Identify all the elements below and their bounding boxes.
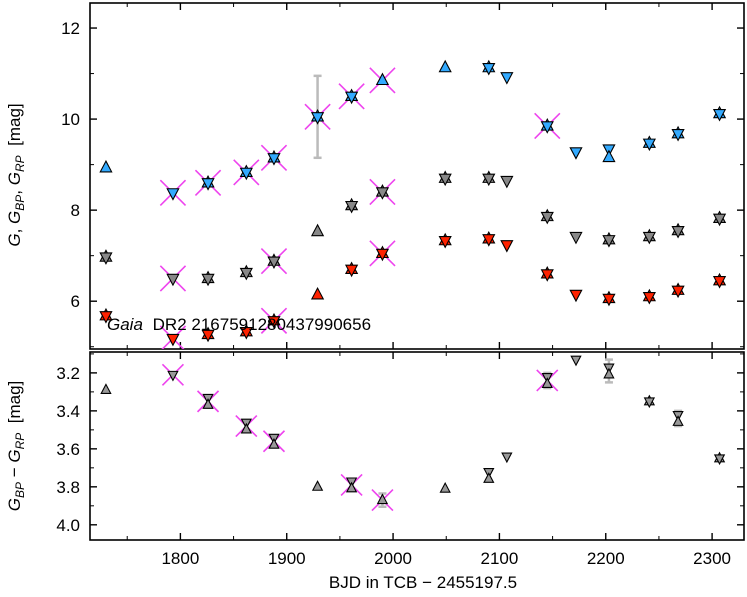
star-marker-down bbox=[201, 329, 215, 343]
up-triangle-marker bbox=[310, 223, 325, 237]
down-triangle-marker bbox=[166, 333, 180, 347]
star-marker-down bbox=[438, 173, 452, 187]
x-tick-label: 1900 bbox=[268, 549, 306, 568]
plot-frame bbox=[89, 2, 745, 350]
source-label: Gaia DR2 2167591280437990656 bbox=[107, 315, 371, 334]
star-marker-down bbox=[201, 178, 215, 191]
down-triangle-marker bbox=[570, 355, 582, 367]
x-tick-label: 1800 bbox=[161, 549, 199, 568]
down-triangle-marker bbox=[500, 72, 514, 85]
plot-area bbox=[99, 59, 727, 349]
star-marker-down bbox=[239, 167, 253, 181]
y-tick-label: 6 bbox=[71, 292, 80, 311]
plot-area bbox=[100, 355, 726, 512]
y-tick-label: 8 bbox=[71, 201, 80, 220]
star-marker-down bbox=[602, 235, 616, 248]
y-tick-label: 4.0 bbox=[56, 516, 80, 535]
top-ylabel: G, GBP, GRP [mag] bbox=[5, 103, 27, 246]
star-marker-down bbox=[712, 108, 727, 122]
star-marker-down bbox=[99, 252, 113, 265]
star-marker-down bbox=[239, 267, 253, 281]
y-tick-label: 12 bbox=[61, 19, 80, 38]
star-marker-down bbox=[239, 327, 253, 340]
down-triangle-marker bbox=[569, 289, 583, 303]
down-triangle-marker bbox=[167, 370, 179, 382]
star-marker-down bbox=[438, 235, 452, 249]
x-axis-label: BJD in TCB − 2455197.5 bbox=[329, 573, 517, 592]
star-marker-down bbox=[344, 264, 359, 278]
star-marker-down bbox=[540, 211, 554, 225]
down-triangle-marker bbox=[500, 240, 514, 253]
hourglass-marker-bottom bbox=[603, 367, 615, 379]
star-marker-down bbox=[375, 248, 390, 262]
star-marker-down bbox=[99, 311, 113, 324]
up-triangle-marker bbox=[311, 480, 324, 491]
up-triangle-marker bbox=[439, 481, 451, 493]
down-triangle-marker bbox=[166, 188, 180, 201]
star-marker-down bbox=[344, 91, 359, 105]
hourglass-marker-bottom bbox=[268, 437, 280, 449]
y-tick-label: 3.4 bbox=[56, 402, 80, 421]
star-marker-down bbox=[642, 138, 656, 152]
star-marker-down bbox=[712, 213, 727, 227]
star-marker-down bbox=[713, 454, 726, 466]
up-triangle-marker bbox=[99, 159, 113, 173]
star-marker-down bbox=[310, 112, 325, 125]
down-triangle-marker bbox=[500, 175, 514, 189]
up-triangle-marker bbox=[100, 383, 112, 394]
x-tick-label: 2000 bbox=[374, 549, 412, 568]
hourglass-marker-bottom bbox=[672, 415, 684, 426]
x-tick-label: 2200 bbox=[587, 549, 625, 568]
star-marker-down bbox=[671, 225, 685, 239]
up-triangle-marker bbox=[438, 59, 452, 73]
source-label-rest: DR2 2167591280437990656 bbox=[153, 315, 371, 334]
star-marker-down bbox=[482, 62, 496, 76]
top-panel: 6 8 10 12 bbox=[61, 2, 745, 350]
star-marker-down bbox=[643, 397, 656, 409]
y-tick-label: 3.8 bbox=[56, 478, 80, 497]
star-marker-down bbox=[482, 173, 496, 187]
star-marker-down bbox=[201, 273, 215, 287]
hourglass-marker-bottom bbox=[541, 377, 553, 388]
y-tick-label: 10 bbox=[61, 110, 80, 129]
star-marker-down bbox=[344, 200, 359, 214]
bottom-ylabel: GBP − GRP [mag] bbox=[5, 381, 27, 512]
down-triangle-marker bbox=[569, 147, 583, 160]
star-marker-down bbox=[540, 269, 554, 282]
up-triangle-marker bbox=[375, 72, 390, 86]
star-marker-down bbox=[642, 291, 656, 305]
up-triangle-marker bbox=[376, 493, 389, 505]
hourglass-marker-bottom bbox=[202, 398, 214, 409]
down-triangle-marker bbox=[501, 452, 513, 464]
star-marker-down bbox=[375, 187, 390, 200]
up-triangle-marker bbox=[310, 286, 325, 300]
down-triangle-marker bbox=[569, 231, 583, 245]
star-marker-down bbox=[540, 121, 554, 134]
star-marker-down bbox=[602, 293, 616, 307]
hourglass-marker-bottom bbox=[240, 422, 252, 434]
hourglass-marker-bottom bbox=[483, 472, 495, 483]
x-tick-label: 2300 bbox=[693, 549, 731, 568]
y-tick-label: 3.6 bbox=[56, 440, 80, 459]
bottom-panel: 1800 1900 2000 2100 2200 2300 3.2 3.4 3.6 3.8 4.0 bbox=[56, 351, 745, 568]
star-marker-down bbox=[267, 256, 281, 270]
star-marker-down bbox=[482, 234, 496, 247]
x-tick-label: 2100 bbox=[481, 549, 519, 568]
star-marker-down bbox=[671, 285, 685, 299]
source-label-italic: Gaia bbox=[107, 315, 143, 334]
star-marker-down bbox=[712, 276, 727, 289]
star-marker-down bbox=[671, 129, 685, 142]
plot-frame bbox=[89, 351, 745, 541]
star-marker-down bbox=[267, 316, 281, 329]
hourglass-marker-bottom bbox=[345, 481, 358, 493]
down-triangle-marker bbox=[166, 273, 180, 287]
hourglass-marker-bottom bbox=[602, 149, 616, 163]
star-marker-down bbox=[267, 153, 281, 166]
y-tick-label: 3.2 bbox=[56, 364, 80, 383]
star-marker-down bbox=[642, 231, 656, 245]
